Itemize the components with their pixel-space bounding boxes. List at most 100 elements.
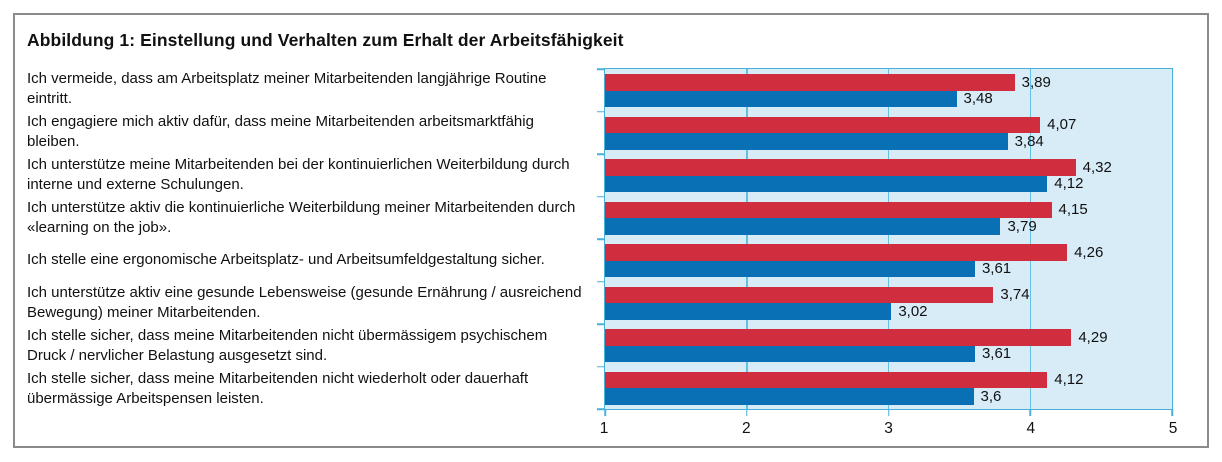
x-axis-label-4: 4 <box>1026 420 1036 437</box>
bar-line-blue-series: 3,02 <box>605 303 1172 320</box>
bar-value-label: 4,15 <box>1058 201 1088 219</box>
bar-value-label: 4,07 <box>1047 116 1077 134</box>
bar-group-2: 4,07 3,84 <box>605 112 1172 155</box>
bar-blue-series-2 <box>605 133 1008 150</box>
bar-blue-series-7 <box>605 345 975 362</box>
bar-value-label: 3,79 <box>1007 217 1037 235</box>
gridline-3 <box>887 69 890 409</box>
x-axis-label-2: 2 <box>741 420 751 437</box>
category-label-text: Ich vermeide, dass am Arbeitsplatz meine… <box>27 70 547 108</box>
category-label-4: Ich unterstütze aktiv die kontinuierlich… <box>27 196 604 239</box>
bar-group-4: 4,15 3,79 <box>605 197 1172 240</box>
y-axis-tick <box>597 408 605 410</box>
x-axis-tick-2 <box>746 409 748 416</box>
bar-line-blue-series: 3,48 <box>605 90 1172 108</box>
category-label-6: Ich unterstütze aktiv eine gesunde Leben… <box>27 282 604 325</box>
bar-line-red-series: 4,07 <box>605 116 1172 134</box>
figure-title: Abbildung 1: Einstellung und Verhalten z… <box>27 30 624 50</box>
bar-blue-series-5 <box>605 260 975 277</box>
bar-line-red-series: 4,12 <box>605 371 1172 389</box>
category-label-text: Ich engagiere mich aktiv dafür, dass mei… <box>27 113 534 151</box>
bar-line-blue-series: 3,61 <box>605 345 1172 363</box>
bar-line-blue-series: 3,84 <box>605 133 1172 150</box>
bar-group-6: 3,74 3,02 <box>605 282 1172 325</box>
bar-line-blue-series: 3,79 <box>605 218 1172 235</box>
bar-blue-series-1 <box>605 90 957 107</box>
bar-line-red-series: 3,89 <box>605 74 1172 91</box>
x-axis-tick-4 <box>1029 409 1031 416</box>
category-label-2: Ich engagiere mich aktiv dafür, dass mei… <box>27 111 604 154</box>
bar-rows: 3,89 3,48 4,07 3,84 4,32 4,12 4,15 3,79 4,26 3,61… <box>605 69 1172 409</box>
category-label-1: Ich vermeide, dass am Arbeitsplatz meine… <box>27 68 604 111</box>
y-axis-tick <box>597 280 605 283</box>
bar-red-series-5 <box>605 244 1068 261</box>
bar-value-label: 3,84 <box>1014 132 1044 150</box>
y-axis-tick <box>597 323 605 325</box>
bar-group-3: 4,32 4,12 <box>605 154 1172 197</box>
y-axis-tick <box>597 153 605 155</box>
x-axis-label-5: 5 <box>1168 420 1178 437</box>
category-label-7: Ich stelle sicher, dass meine Mitarbeite… <box>27 325 604 368</box>
bar-group-7: 4,29 3,61 <box>605 324 1172 367</box>
category-label-3: Ich unterstütze meine Mitarbeitenden bei… <box>27 154 604 197</box>
bar-value-label: 3,61 <box>981 345 1012 363</box>
category-labels-column: Ich vermeide, dass am Arbeitsplatz meine… <box>27 68 604 410</box>
x-axis: 1 2 3 4 5 <box>600 410 1178 442</box>
x-axis-tick-1 <box>604 409 606 416</box>
category-label-text: Ich stelle sicher, dass meine Mitarbeite… <box>27 326 548 364</box>
bar-line-red-series: 4,29 <box>605 329 1172 346</box>
gridline-4 <box>1029 69 1031 409</box>
plot-column: 3,89 3,48 4,07 3,84 4,32 4,12 4,15 3,79 4,26 3,61… <box>597 68 1177 437</box>
figure-frame: Abbildung 1: Einstellung und Verhalten z… <box>13 13 1209 448</box>
bar-line-blue-series: 3,6 <box>605 388 1172 405</box>
category-label-text: Ich stelle sicher, dass meine Mitarbeite… <box>27 369 529 407</box>
bar-red-series-6 <box>605 286 994 303</box>
category-label-text: Ich stelle eine ergonomische Arbeitsplat… <box>27 251 545 269</box>
bar-line-red-series: 4,15 <box>605 201 1172 219</box>
x-axis-tick-3 <box>887 409 890 416</box>
bar-value-label: 4,12 <box>1054 175 1084 193</box>
y-axis-tick <box>597 238 605 240</box>
bar-value-label: 4,29 <box>1078 328 1108 346</box>
bar-blue-series-8 <box>605 388 974 405</box>
bar-value-label: 4,26 <box>1074 243 1104 261</box>
category-label-5: Ich stelle eine ergonomische Arbeitsplat… <box>27 239 604 282</box>
bar-group-5: 4,26 3,61 <box>605 239 1172 282</box>
gridline-2 <box>746 69 748 409</box>
y-axis-tick <box>597 195 605 198</box>
bar-group-8: 4,12 3,6 <box>605 367 1172 410</box>
y-axis-tick <box>597 365 605 368</box>
bar-line-red-series: 4,26 <box>605 244 1172 261</box>
bar-line-blue-series: 3,61 <box>605 260 1172 278</box>
y-axis-tick <box>597 110 605 113</box>
category-label-text: Ich unterstütze meine Mitarbeitenden bei… <box>27 155 570 193</box>
bar-red-series-4 <box>605 201 1052 218</box>
bar-line-blue-series: 4,12 <box>605 175 1172 193</box>
bar-red-series-8 <box>605 371 1048 388</box>
y-axis-tick <box>597 68 605 70</box>
bar-group-1: 3,89 3,48 <box>605 69 1172 112</box>
bar-value-label: 3,48 <box>963 90 993 108</box>
plot-area: 3,89 3,48 4,07 3,84 4,32 4,12 4,15 3,79 4,26 3,61… <box>597 68 1173 416</box>
bar-blue-series-4 <box>605 218 1001 235</box>
bar-value-label: 3,02 <box>898 302 928 320</box>
x-axis-label-3: 3 <box>884 420 893 437</box>
category-label-text: Ich unterstütze aktiv eine gesunde Leben… <box>27 284 582 322</box>
bar-value-label: 3,61 <box>981 260 1012 278</box>
bar-value-label: 3,6 <box>980 387 1002 405</box>
x-axis-label-1: 1 <box>599 420 609 437</box>
bar-line-red-series: 4,32 <box>605 159 1172 176</box>
bar-red-series-7 <box>605 329 1072 346</box>
category-label-text: Ich unterstütze aktiv die kontinuierlich… <box>27 198 576 236</box>
bar-red-series-2 <box>605 116 1041 133</box>
bar-value-label: 4,32 <box>1082 158 1112 176</box>
bar-value-label: 3,89 <box>1021 73 1051 91</box>
category-label-8: Ich stelle sicher, dass meine Mitarbeite… <box>27 367 604 410</box>
bar-blue-series-6 <box>605 303 892 320</box>
bar-blue-series-3 <box>605 175 1048 192</box>
bar-value-label: 4,12 <box>1054 371 1084 389</box>
bar-line-red-series: 3,74 <box>605 286 1172 303</box>
bar-chart: Ich vermeide, dass am Arbeitsplatz meine… <box>27 68 1184 437</box>
bar-red-series-3 <box>605 159 1076 176</box>
